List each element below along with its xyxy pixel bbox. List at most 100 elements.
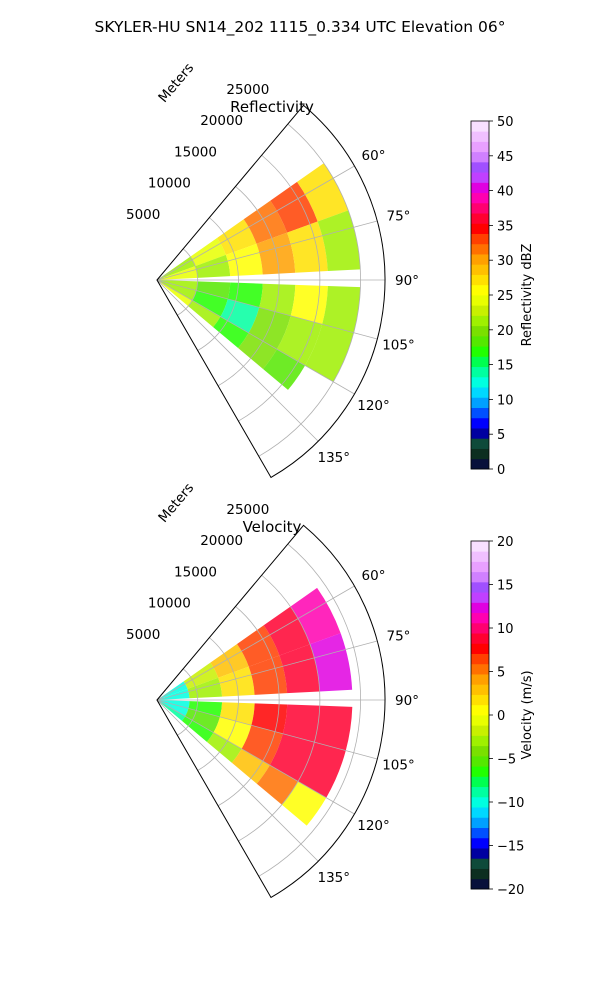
velocity-colorbar-swatch xyxy=(471,694,489,706)
reflectivity-colorbar-tick: 50 xyxy=(497,115,514,130)
velocity-cell xyxy=(248,655,288,695)
reflectivity-colorbar-swatch xyxy=(471,182,489,194)
reflectivity-cell xyxy=(196,281,231,299)
velocity-colorbar-swatch xyxy=(471,541,489,552)
reflectivity-cell xyxy=(213,316,249,349)
velocity-colorbar-swatch xyxy=(471,766,489,777)
velocity-range-tick: 15000 xyxy=(174,564,217,580)
reflectivity-range-ring xyxy=(238,154,321,422)
velocity-colorbar-swatch xyxy=(471,612,489,624)
reflectivity-colorbar-swatch xyxy=(471,161,489,173)
reflectivity-colorbar-swatch xyxy=(471,335,489,347)
velocity-colorbar-tick: −15 xyxy=(497,840,524,855)
velocity-radial-line xyxy=(156,699,319,862)
velocity-colorbar-swatch xyxy=(471,755,489,767)
velocity-range-tick: 5000 xyxy=(126,627,160,643)
reflectivity-range-tick: 15000 xyxy=(174,144,217,160)
velocity-colorbar-swatch xyxy=(471,663,489,675)
velocity-colorbar-tick: 15 xyxy=(497,579,514,594)
reflectivity-colorbar-swatch xyxy=(471,325,489,337)
reflectivity-cell xyxy=(220,298,260,333)
velocity-panel: Velocity 60° 75° 90° 105° 120° 135° 5000 10000 1… xyxy=(126,480,535,899)
reflectivity-colorbar-swatch xyxy=(471,121,489,132)
velocity-colorbar-swatch xyxy=(471,837,489,849)
velocity-cell xyxy=(185,708,220,733)
reflectivity-colorbar-swatch xyxy=(471,213,489,224)
velocity-range-tick: 20000 xyxy=(200,533,243,549)
reflectivity-angle-tick: 90° xyxy=(395,273,419,289)
velocity-cell xyxy=(188,701,223,717)
reflectivity-colorbar-swatch xyxy=(471,376,489,388)
velocity-colorbar-tick: 0 xyxy=(497,709,505,724)
velocity-colorbar-label: Velocity (m/s) xyxy=(520,670,535,759)
reflectivity-cell xyxy=(157,266,198,280)
reflectivity-colorbar-swatch xyxy=(471,192,489,204)
velocity-colorbar-swatch xyxy=(471,735,489,747)
reflectivity-cell xyxy=(192,290,228,317)
velocity-range-tick: 25000 xyxy=(226,502,269,518)
reflectivity-cell xyxy=(157,280,197,301)
reflectivity-cell xyxy=(276,315,323,366)
reflectivity-colorbar-tick: 15 xyxy=(497,359,514,374)
reflectivity-colorbar-tick: 40 xyxy=(497,185,514,200)
velocity-angle-tick: 135° xyxy=(318,870,351,886)
reflectivity-colorbar-swatch xyxy=(471,202,489,214)
reflectivity-colorbar-swatch xyxy=(471,151,489,163)
reflectivity-cells xyxy=(157,163,361,390)
reflectivity-colorbar-tick: 45 xyxy=(497,150,514,165)
reflectivity-cell xyxy=(322,285,361,333)
velocity-colorbar-swatch xyxy=(471,592,489,603)
reflectivity-cell xyxy=(188,300,221,328)
velocity-colorbar-swatch xyxy=(471,715,489,726)
velocity-cell xyxy=(157,688,190,700)
velocity-cell xyxy=(256,765,299,805)
reflectivity-cell xyxy=(287,221,328,273)
velocity-colorbar-swatch xyxy=(471,622,489,634)
reflectivity-radial-line xyxy=(156,279,378,340)
reflectivity-cell xyxy=(238,332,277,369)
velocity-colorbar-tick: 10 xyxy=(497,622,514,637)
reflectivity-cell xyxy=(290,284,328,325)
reflectivity-colorbar-tick: 20 xyxy=(497,324,514,339)
reflectivity-colorbar-label: Reflectivity dBZ xyxy=(520,244,535,347)
reflectivity-cell xyxy=(305,324,354,382)
reflectivity-colorbar-swatch xyxy=(471,172,489,183)
velocity-colorbar-tick: −10 xyxy=(497,796,524,811)
velocity-colorbar-swatch xyxy=(471,653,489,665)
reflectivity-colorbar-swatch xyxy=(471,407,489,419)
velocity-cell xyxy=(310,633,353,692)
figure-suptitle: SKYLER-HU SN14_202 1115_0.334 UTC Elevat… xyxy=(95,18,506,37)
velocity-range-ring xyxy=(217,606,280,807)
velocity-colorbar-swatch xyxy=(471,674,489,685)
reflectivity-colorbar-swatch xyxy=(471,438,489,449)
velocity-grid xyxy=(156,543,385,877)
reflectivity-angle-tick: 75° xyxy=(387,208,411,224)
reflectivity-grid xyxy=(156,123,385,457)
velocity-colorbar-swatch xyxy=(471,684,489,695)
reflectivity-colorbar-tick: 0 xyxy=(497,463,505,478)
velocity-colorbar: −20 −15 −10 −5 0 5 10 15 20 Velocity (m/s) xyxy=(470,535,535,898)
velocity-cell xyxy=(290,587,341,645)
velocity-colorbar-swatch xyxy=(471,561,489,573)
reflectivity-colorbar-swatch xyxy=(471,243,489,255)
reflectivity-colorbar-swatch xyxy=(471,315,489,327)
reflectivity-cell xyxy=(317,210,361,272)
reflectivity-cell xyxy=(225,243,263,277)
velocity-colorbar-tick: 5 xyxy=(497,666,505,681)
reflectivity-angle-tick: 105° xyxy=(382,338,415,354)
velocity-colorbar-swatch xyxy=(471,848,489,859)
velocity-colorbar-swatch xyxy=(471,571,489,583)
reflectivity-colorbar-tick: 10 xyxy=(497,393,514,408)
velocity-angle-tick: 120° xyxy=(357,818,390,834)
reflectivity-colorbar-swatch xyxy=(471,356,489,368)
reflectivity-colorbar-swatch xyxy=(471,223,489,234)
velocity-colorbar-swatch xyxy=(471,602,489,614)
reflectivity-colorbar-swatch xyxy=(471,397,489,408)
reflectivity-colorbar: 0 5 10 15 20 25 30 35 40 45 50 Reflectivity dBZ xyxy=(470,115,535,478)
reflectivity-colorbar-tick: 30 xyxy=(497,254,514,269)
reflectivity-frame xyxy=(156,104,386,479)
velocity-colorbar-swatch xyxy=(471,796,489,808)
velocity-colorbar-swatch xyxy=(471,725,489,736)
reflectivity-radial-line xyxy=(156,279,355,395)
